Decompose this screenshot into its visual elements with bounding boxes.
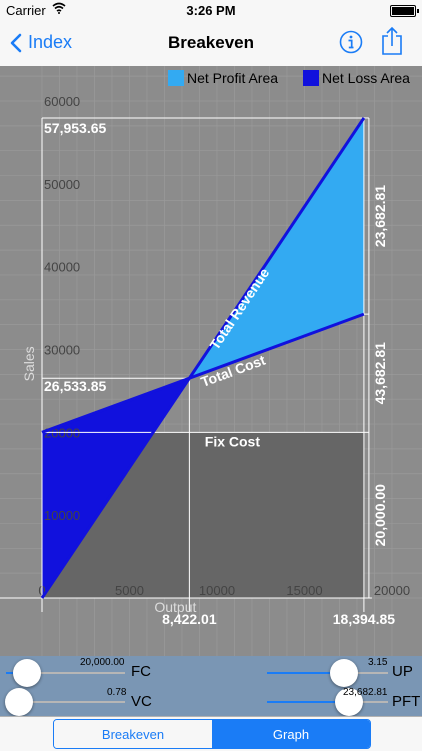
breakeven-chart: 0 5000 10000 15000 20000 10000 20000 300… (0, 66, 422, 656)
status-bar: Carrier 3:26 PM (0, 0, 422, 20)
navigation-bar: Index Breakeven (0, 20, 422, 67)
vc-value: 0.78 (107, 687, 127, 698)
vc-label: VC (131, 693, 152, 710)
breakeven-output-label: 8,422.01 (162, 611, 217, 627)
wifi-icon (52, 2, 66, 17)
slider-controls: 20,000.00 FC 0.78 VC 3.15 UP 23,682.81 P… (0, 656, 422, 716)
segment-breakeven[interactable]: Breakeven (54, 720, 212, 748)
y-tick-label: 60000 (44, 94, 80, 109)
variable-cost-amount-label: 43,682.81 (372, 342, 388, 404)
total-cost-line (41, 312, 365, 434)
carrier-label: Carrier (6, 3, 46, 18)
slider-thumb[interactable] (335, 688, 364, 716)
x-tick-label: 15000 (286, 583, 322, 598)
share-button[interactable] (381, 26, 403, 61)
pft-value: 23,682.81 (343, 687, 388, 698)
info-icon (339, 30, 363, 54)
right-brackets (363, 117, 370, 599)
up-label: UP (392, 663, 413, 680)
legend-loss-swatch (303, 70, 319, 86)
bottom-toolbar: Breakeven Graph (0, 716, 422, 751)
slider-thumb[interactable] (5, 688, 34, 716)
chevron-left-icon (10, 33, 22, 52)
slider-thumb[interactable] (13, 659, 42, 687)
y-tick-label: 50000 (44, 177, 80, 192)
info-button[interactable] (339, 30, 363, 59)
slider-thumb[interactable] (330, 659, 359, 687)
y-tick-label: 40000 (44, 260, 80, 275)
up-value: 3.15 (368, 657, 388, 668)
share-icon (382, 26, 402, 55)
legend-profit-label: Net Profit Area (187, 70, 278, 86)
back-button[interactable]: Index (10, 32, 72, 53)
slider-track-filled (267, 701, 350, 703)
slider-track-empty (349, 701, 388, 703)
fc-value: 20,000.00 (80, 657, 125, 668)
fc-label: FC (131, 663, 151, 680)
slider-track-empty (344, 672, 388, 674)
guide-lines (0, 117, 372, 612)
y-tick-label: 10000 (44, 508, 80, 523)
fix-cost-series-label: Fix Cost (205, 433, 261, 449)
slider-track-empty (19, 701, 125, 703)
page-title: Breakeven (167, 33, 254, 52)
x-tick-label: 20000 (374, 583, 410, 598)
slider-track-empty (27, 672, 125, 674)
breakeven-sales-label: 26,533.85 (44, 378, 106, 394)
segment-graph[interactable]: Graph (212, 720, 370, 748)
clock: 3:26 PM (186, 3, 236, 18)
y-tick-label: 30000 (44, 343, 80, 358)
legend-loss-label: Net Loss Area (322, 70, 410, 86)
fixed-cost-amount-label: 20,000.00 (372, 484, 388, 546)
x-tick-label: 10000 (199, 583, 235, 598)
total-revenue-line (40, 117, 366, 599)
profit-amount-label: 23,682.81 (372, 185, 388, 247)
y-axis-title: Sales (21, 346, 37, 381)
x-tick-label: 5000 (115, 583, 144, 598)
view-segmented-control: Breakeven Graph (53, 719, 371, 749)
pft-label: PFT (392, 693, 421, 710)
max-output-label: 18,394.85 (333, 611, 395, 627)
battery-icon (390, 5, 419, 17)
back-button-label: Index (28, 32, 73, 52)
x-axis-title: Output (154, 599, 196, 615)
max-revenue-label: 57,953.65 (44, 120, 106, 136)
slider-track-filled (267, 672, 345, 674)
legend-profit-swatch (168, 70, 184, 86)
